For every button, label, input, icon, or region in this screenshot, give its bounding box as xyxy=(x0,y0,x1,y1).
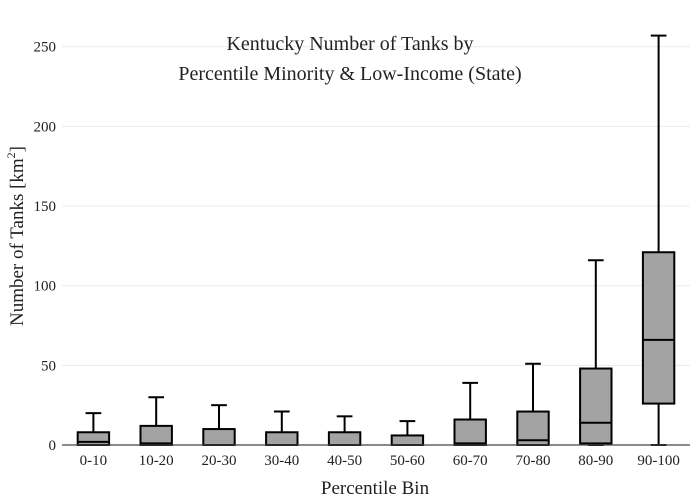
chart-title-line-1: Kentucky Number of Tanks by xyxy=(226,33,473,55)
iqr-box xyxy=(390,434,425,447)
iqr-box xyxy=(265,431,299,447)
y-tick-label: 100 xyxy=(34,279,57,295)
x-tick-label: 10-20 xyxy=(139,453,174,469)
x-tick-label: 80-90 xyxy=(578,453,613,469)
box-10-20 xyxy=(139,396,173,447)
iqr-box xyxy=(641,251,676,405)
box-90-100 xyxy=(641,34,676,446)
iqr-box xyxy=(76,431,111,447)
box-80-90 xyxy=(579,259,613,446)
box-40-50 xyxy=(327,415,362,447)
box-20-30 xyxy=(202,404,236,446)
y-tick-label: 150 xyxy=(34,199,57,215)
y-tick-label: 250 xyxy=(34,40,57,56)
box-60-70 xyxy=(453,381,487,446)
y-tick-labels: 0 50 100 150 200 250 xyxy=(34,40,57,454)
box-30-40 xyxy=(265,410,299,447)
iqr-box xyxy=(453,418,487,446)
x-tick-label: 50-60 xyxy=(390,453,425,469)
x-tick-label: 60-70 xyxy=(453,453,488,469)
iqr-box xyxy=(579,367,613,445)
x-tick-label: 30-40 xyxy=(264,453,299,469)
x-tick-labels: 0-10 10-20 20-30 30-40 40-50 50-60 60-70 70-80 8… xyxy=(80,453,680,469)
iqr-box xyxy=(327,431,362,447)
x-tick-label: 0-10 xyxy=(80,453,108,469)
y-tick-label: 0 xyxy=(49,438,57,454)
box-0-10 xyxy=(76,412,111,447)
gridlines xyxy=(62,46,690,366)
x-axis-title: Percentile Bin xyxy=(321,478,430,499)
y-axis-title-close: ] xyxy=(7,146,28,152)
chart-title-line-2: Percentile Minority & Low-Income (State) xyxy=(178,63,521,85)
iqr-box xyxy=(139,424,173,447)
y-tick-label: 200 xyxy=(34,119,57,135)
y-axis-title-sup: 2 xyxy=(4,152,18,158)
y-axis-title-main: Number of Tanks [km xyxy=(7,158,28,326)
x-tick-label: 70-80 xyxy=(516,453,551,469)
iqr-box xyxy=(202,428,236,446)
boxes xyxy=(76,34,676,447)
y-axis-title: Number of Tanks [km2] xyxy=(4,146,28,326)
y-tick-label: 50 xyxy=(41,358,56,374)
x-tick-label: 20-30 xyxy=(202,453,237,469)
box-50-60 xyxy=(390,420,425,447)
x-tick-label: 90-100 xyxy=(637,453,680,469)
box-70-80 xyxy=(516,362,550,446)
x-tick-label: 40-50 xyxy=(327,453,362,469)
